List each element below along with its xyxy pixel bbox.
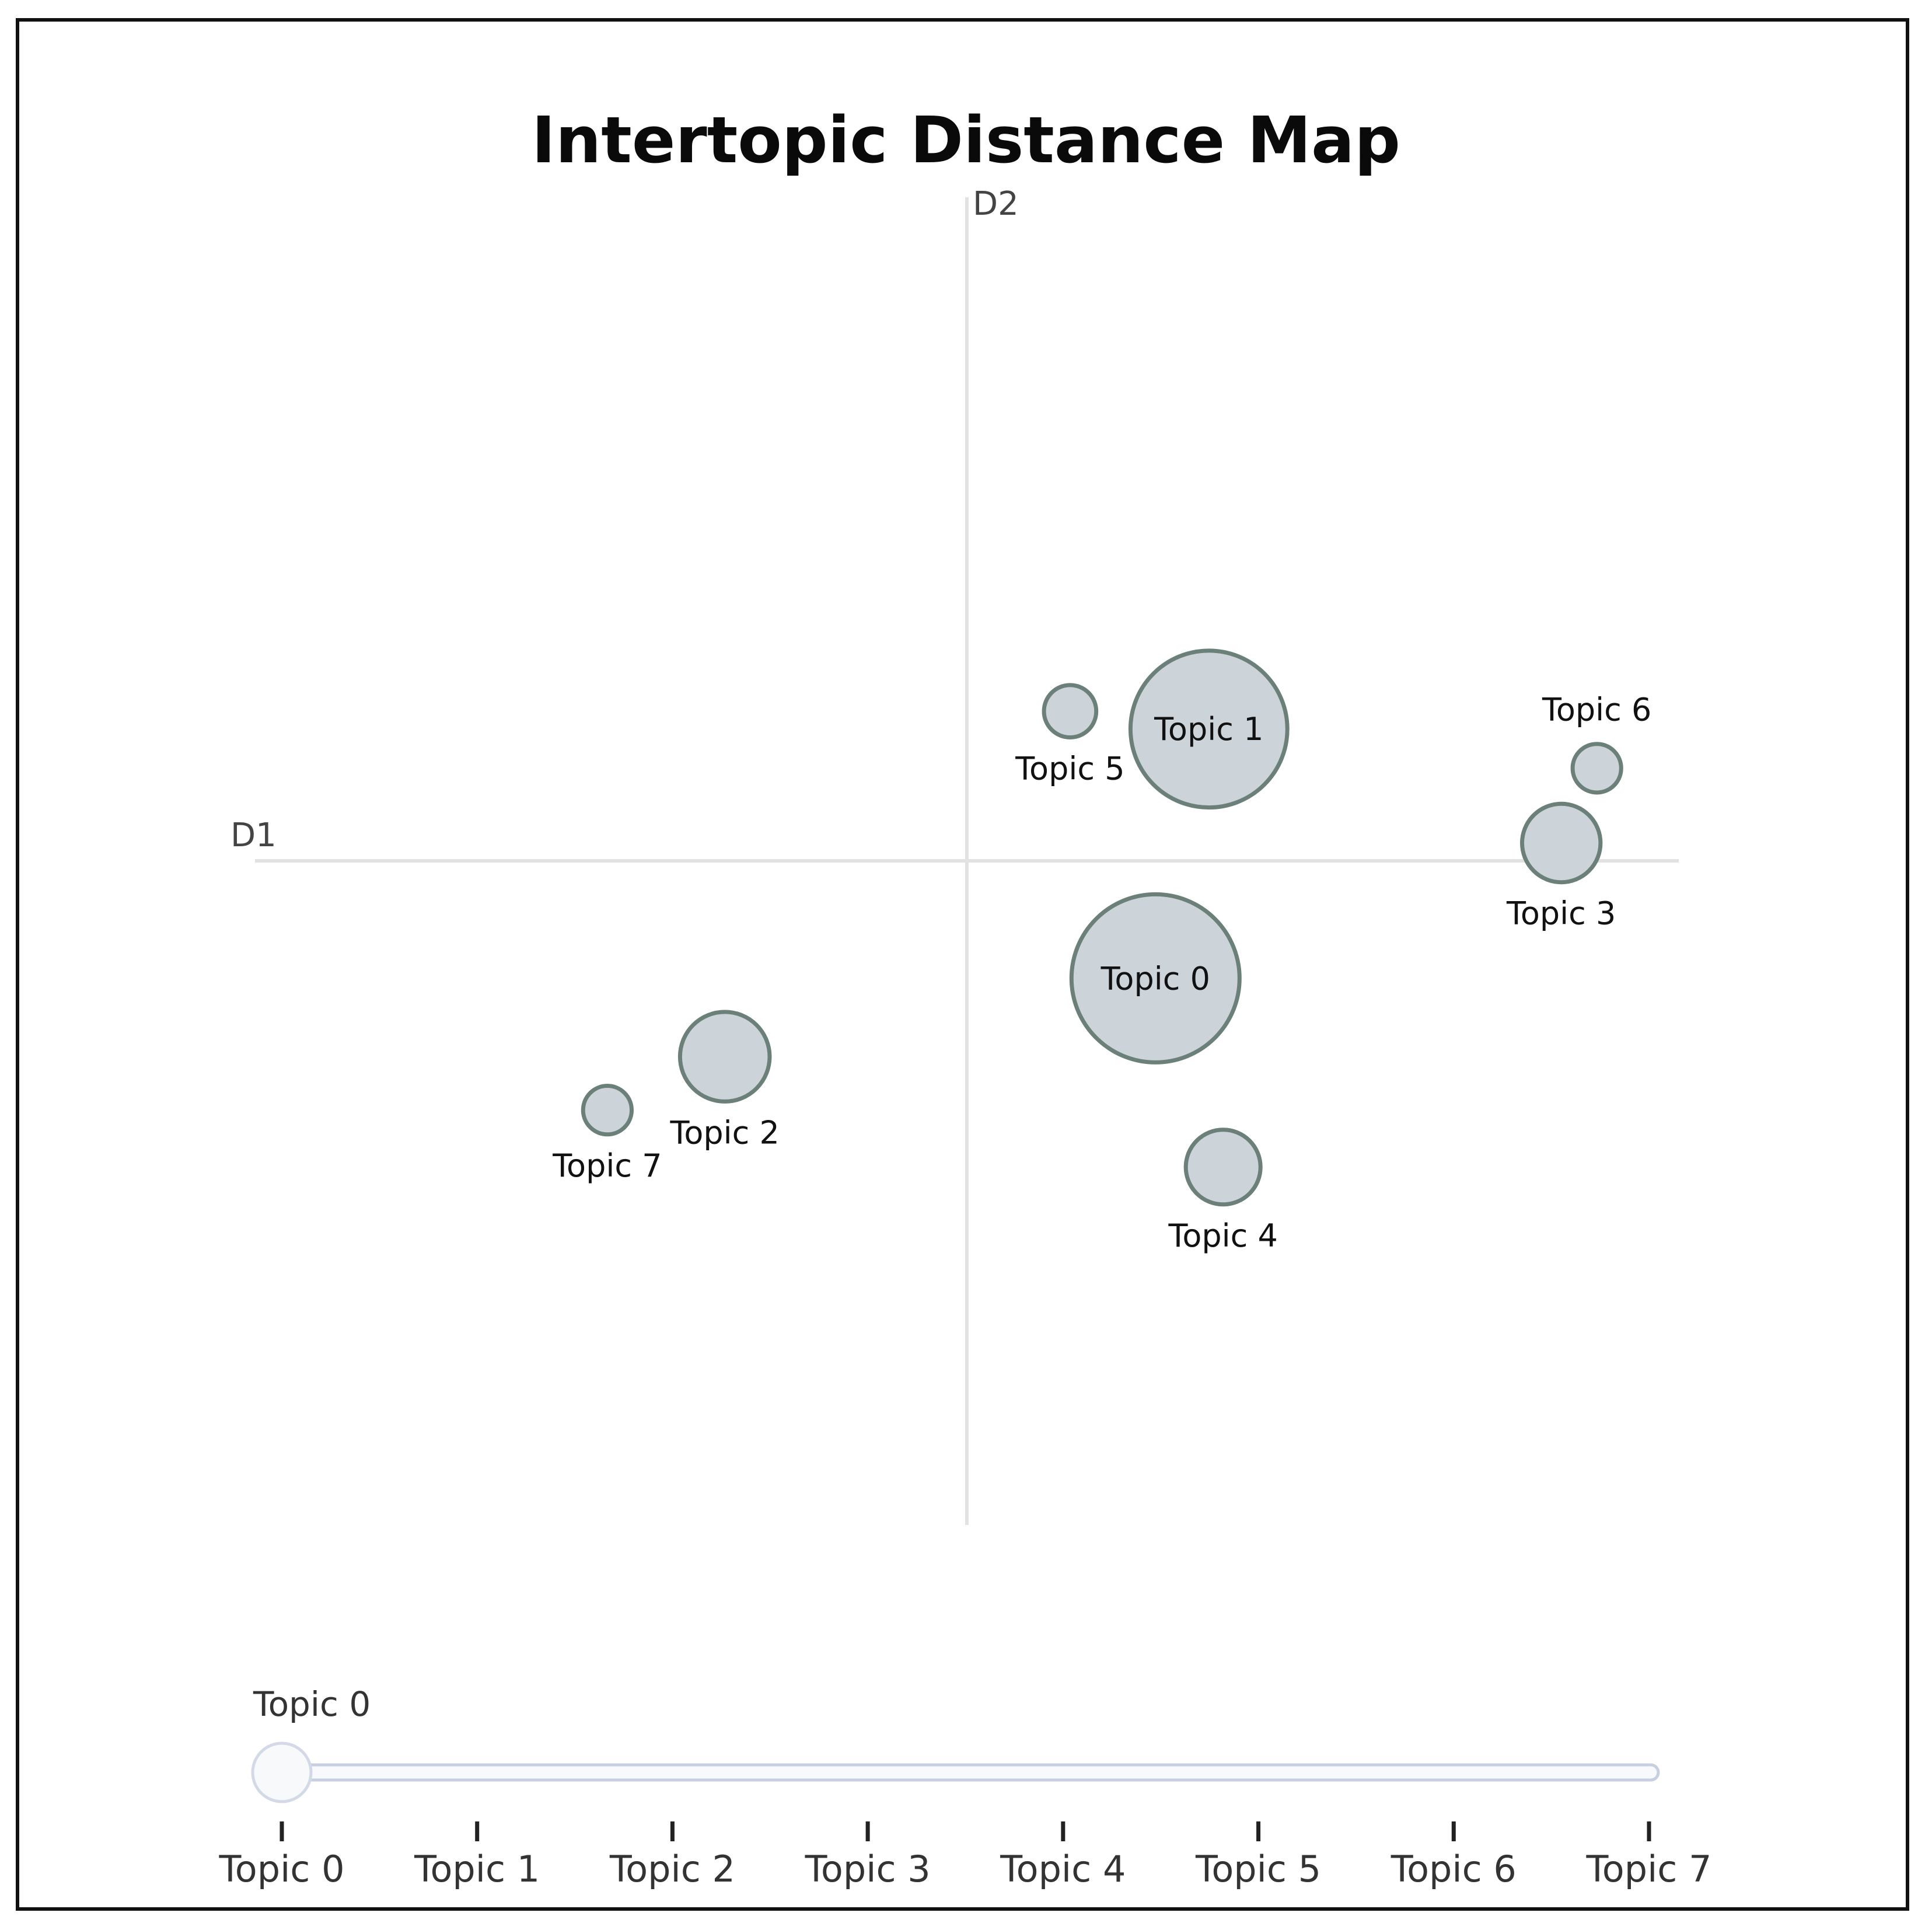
d1-axis-label: D1 xyxy=(230,816,277,854)
bubble-label: Topic 3 xyxy=(1506,895,1616,932)
bubble-circle[interactable] xyxy=(1520,801,1603,885)
topic-bubbles: Topic 0 Topic 1 Topic 2 Topic 3 Topic 4 Topic… xyxy=(552,648,1651,1254)
slider-ticks: Topic 0 Topic 1 Topic 2 Topic 3 Topic 4 Topic… xyxy=(218,1821,1712,1890)
bubble-circle[interactable] xyxy=(1069,892,1242,1065)
chart-title: Intertopic Distance Map xyxy=(532,103,1400,177)
bubble-label: Topic 5 xyxy=(1015,751,1124,787)
bubble-circle[interactable] xyxy=(677,1010,772,1104)
bubble-circle[interactable] xyxy=(1042,683,1099,740)
bubble-label: Topic 1 xyxy=(1154,711,1263,748)
slider-tick-label: Topic 2 xyxy=(609,1848,735,1890)
slider-tick-label: Topic 7 xyxy=(1585,1848,1711,1890)
bubble-label: Topic 2 xyxy=(670,1114,780,1151)
topic-bubble-7[interactable]: Topic 7 xyxy=(552,1084,662,1184)
bubble-circle[interactable] xyxy=(1570,742,1623,795)
slider-tick-1[interactable]: Topic 1 xyxy=(414,1821,540,1890)
slider-tick-3[interactable]: Topic 3 xyxy=(805,1821,931,1890)
chart-frame xyxy=(16,18,1909,1911)
topic-bubble-6[interactable]: Topic 6 xyxy=(1542,692,1651,795)
topic-bubble-0[interactable]: Topic 0 xyxy=(1069,892,1242,1065)
slider-tick-4[interactable]: Topic 4 xyxy=(1000,1821,1126,1890)
topic-bubble-2[interactable]: Topic 2 xyxy=(670,1010,780,1151)
topic-bubble-4[interactable]: Topic 4 xyxy=(1168,1128,1278,1254)
topic-bubble-1[interactable]: Topic 1 xyxy=(1128,648,1290,810)
bubble-label: Topic 0 xyxy=(1100,960,1210,997)
bubble-label: Topic 7 xyxy=(552,1147,662,1184)
topic-bubble-5[interactable]: Topic 5 xyxy=(1015,683,1125,787)
slider-tick-0[interactable]: Topic 0 xyxy=(218,1821,345,1890)
bubble-label: Topic 4 xyxy=(1168,1217,1278,1254)
slider-current-label: Topic 0 xyxy=(253,1684,371,1724)
slider-tick-6[interactable]: Topic 6 xyxy=(1391,1821,1517,1890)
slider-tick-2[interactable]: Topic 2 xyxy=(609,1821,735,1890)
bubble-circle[interactable] xyxy=(1183,1128,1263,1207)
bubble-circle[interactable] xyxy=(581,1084,634,1137)
topic-slider[interactable]: Topic 0 Topic 0 Topic 1 Topic 2 Topic 3 Topi… xyxy=(218,1684,1711,1890)
slider-track[interactable] xyxy=(267,1763,1660,1782)
bubble-label: Topic 6 xyxy=(1542,692,1651,728)
d2-axis-label: D2 xyxy=(973,185,1019,223)
axes: D1 D2 xyxy=(230,185,1679,1525)
slider-tick-7[interactable]: Topic 7 xyxy=(1585,1821,1712,1890)
slider-tick-label: Topic 1 xyxy=(414,1848,540,1890)
slider-tick-label: Topic 3 xyxy=(805,1848,931,1890)
bubble-circle[interactable] xyxy=(1128,648,1290,810)
topic-bubble-3[interactable]: Topic 3 xyxy=(1506,801,1616,932)
slider-tick-label: Topic 0 xyxy=(218,1848,344,1890)
slider-tick-label: Topic 4 xyxy=(1000,1848,1126,1890)
slider-handle[interactable] xyxy=(251,1741,313,1803)
slider-tick-5[interactable]: Topic 5 xyxy=(1195,1821,1321,1890)
slider-tick-label: Topic 6 xyxy=(1391,1848,1517,1890)
slider-tick-label: Topic 5 xyxy=(1195,1848,1321,1890)
